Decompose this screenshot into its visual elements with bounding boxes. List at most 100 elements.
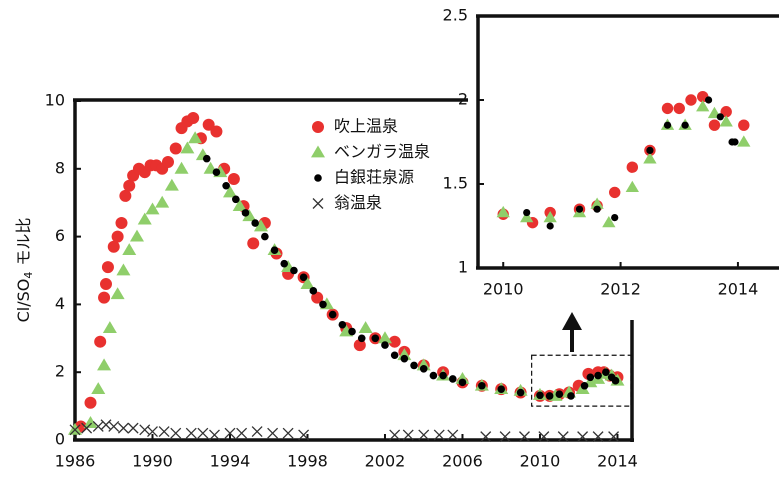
point xyxy=(519,431,530,443)
point xyxy=(164,178,179,191)
point xyxy=(520,210,534,223)
point xyxy=(439,371,447,380)
point xyxy=(170,427,182,439)
point xyxy=(448,375,457,383)
point xyxy=(137,212,152,225)
point xyxy=(609,186,621,199)
point xyxy=(185,427,197,439)
point xyxy=(115,217,128,230)
point xyxy=(696,100,710,112)
point xyxy=(197,427,209,439)
point xyxy=(480,431,492,443)
point xyxy=(536,391,544,400)
point xyxy=(174,161,189,174)
point xyxy=(523,208,531,217)
point xyxy=(107,240,120,253)
x-tick-label: 2014 xyxy=(597,452,638,471)
point xyxy=(84,396,97,409)
y-tick-label: 1.5 xyxy=(443,174,468,193)
point xyxy=(298,429,310,441)
point xyxy=(663,121,672,129)
point xyxy=(91,382,106,395)
point xyxy=(247,237,260,250)
point xyxy=(567,392,575,400)
point xyxy=(499,431,511,443)
point xyxy=(97,358,112,371)
point xyxy=(402,429,414,441)
x-tick-label: 1986 xyxy=(55,452,96,471)
point xyxy=(478,381,486,390)
point xyxy=(608,431,620,443)
x-tick-label: 2006 xyxy=(442,452,483,471)
point xyxy=(110,287,125,300)
point xyxy=(602,368,610,377)
point xyxy=(555,390,564,399)
point xyxy=(708,119,721,131)
point xyxy=(716,113,724,121)
point xyxy=(180,141,195,154)
point xyxy=(580,381,589,390)
legend-marker xyxy=(314,174,322,182)
point xyxy=(232,199,247,211)
point xyxy=(108,420,120,432)
point xyxy=(447,429,459,441)
y-tick-label: 2.5 xyxy=(443,6,468,25)
point xyxy=(371,334,380,343)
x-tick-label: 2010 xyxy=(483,280,524,299)
point xyxy=(400,354,409,363)
point xyxy=(538,431,550,443)
point xyxy=(309,287,318,295)
point xyxy=(202,118,215,131)
inset-region xyxy=(531,354,632,407)
point xyxy=(577,431,589,443)
point xyxy=(282,427,294,439)
point xyxy=(202,154,211,163)
legend-label: 吹上温泉 xyxy=(334,117,398,136)
point xyxy=(169,142,182,155)
x-tick-label: 2012 xyxy=(600,280,641,299)
point xyxy=(127,422,139,434)
point xyxy=(720,106,732,118)
point xyxy=(241,209,250,217)
x-tick-label: 1990 xyxy=(132,452,173,471)
x-tick-label: 2014 xyxy=(718,280,759,299)
point xyxy=(83,416,98,428)
point xyxy=(546,222,554,230)
y-tick-label: 10 xyxy=(45,91,65,110)
point xyxy=(358,321,373,334)
point xyxy=(261,232,269,241)
point xyxy=(299,273,308,282)
legend-marker xyxy=(312,198,324,209)
legend-marker xyxy=(311,145,325,158)
point xyxy=(429,371,438,380)
point xyxy=(738,119,750,131)
point xyxy=(119,189,132,202)
point xyxy=(129,229,144,242)
point xyxy=(101,261,114,274)
point xyxy=(377,331,392,344)
point xyxy=(68,422,82,435)
point xyxy=(158,426,170,437)
point xyxy=(381,341,389,349)
point xyxy=(586,373,595,382)
point xyxy=(458,378,467,387)
point xyxy=(611,376,620,385)
point xyxy=(419,365,428,373)
point xyxy=(69,424,81,436)
y-tick-label: 0 xyxy=(55,430,65,449)
point xyxy=(389,429,401,441)
y-tick-label: 6 xyxy=(55,226,65,245)
point xyxy=(545,392,554,400)
point xyxy=(280,259,289,268)
point xyxy=(319,300,327,309)
point xyxy=(253,219,268,232)
y-tick-label: 2 xyxy=(55,362,65,381)
point xyxy=(593,205,601,213)
legend-label: ベンガラ温泉 xyxy=(334,142,430,161)
point xyxy=(111,230,124,243)
point xyxy=(209,429,220,441)
point xyxy=(187,111,200,124)
arrow-head xyxy=(562,312,582,330)
point xyxy=(594,371,602,380)
